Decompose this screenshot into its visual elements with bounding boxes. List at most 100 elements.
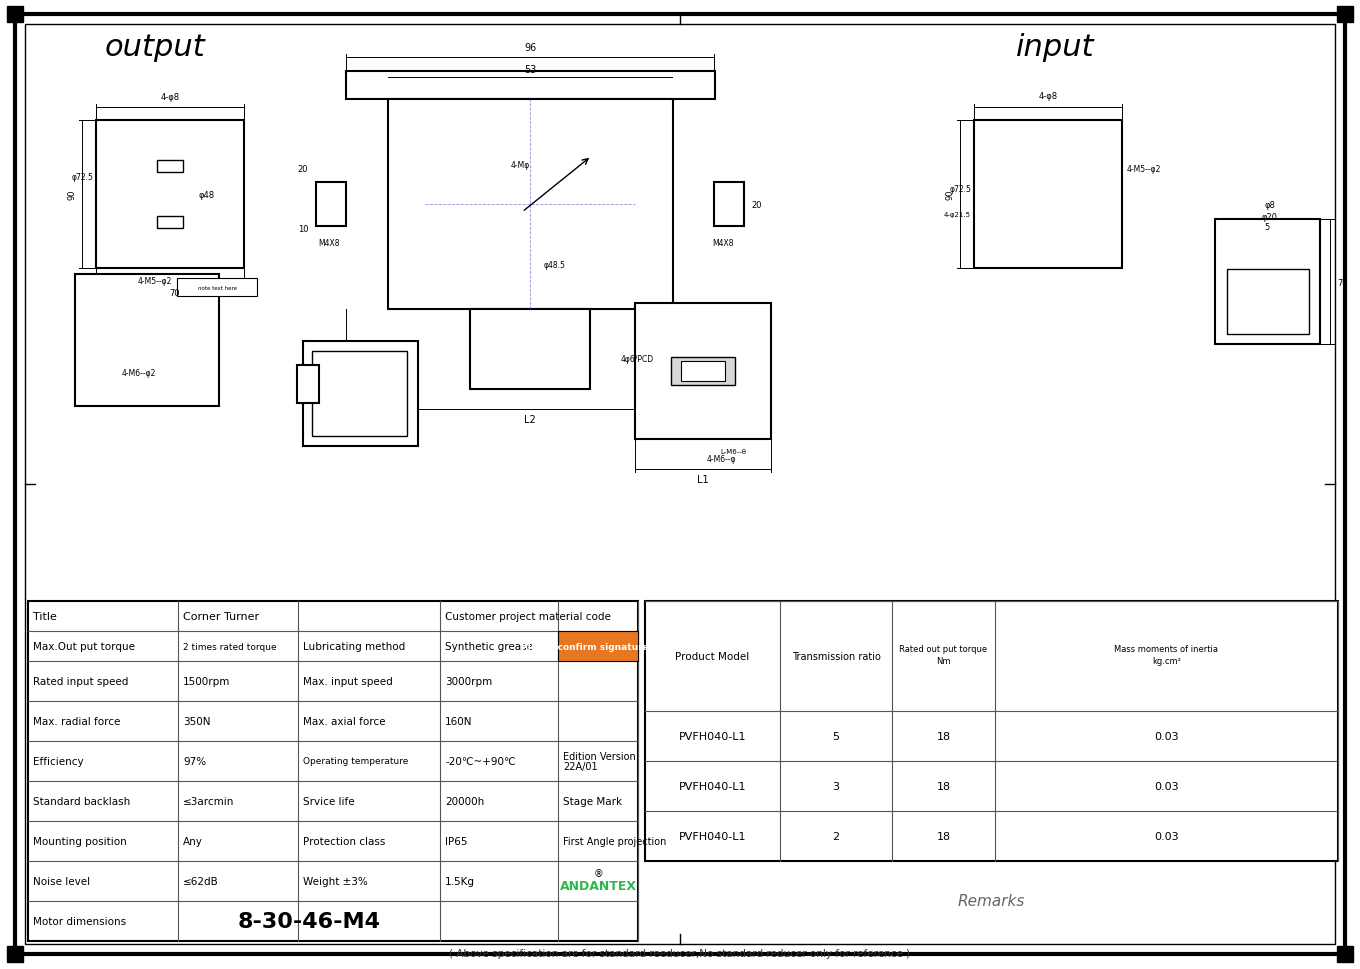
Text: φ20: φ20 — [1262, 213, 1278, 222]
Bar — [1227, 269, 1308, 334]
Text: 20000h: 20000h — [445, 797, 484, 806]
Bar — [29, 602, 638, 941]
Text: PVFH040-L1: PVFH040-L1 — [679, 831, 747, 841]
Text: 4-M6--φ2: 4-M6--φ2 — [122, 368, 156, 377]
Bar — [558, 632, 638, 661]
Text: M4X8: M4X8 — [318, 238, 340, 247]
Text: 18: 18 — [937, 732, 951, 741]
Bar — [296, 365, 320, 403]
Text: First Angle projection: First Angle projection — [563, 836, 666, 846]
Text: Edition Version: Edition Version — [563, 751, 635, 762]
Bar — [7, 946, 23, 962]
Text: Max.Out put torque: Max.Out put torque — [33, 641, 135, 651]
Text: Transmission ratio: Transmission ratio — [792, 651, 880, 661]
Text: 20: 20 — [298, 166, 309, 174]
Text: φ8: φ8 — [1265, 201, 1276, 209]
Text: 4-φ8: 4-φ8 — [1039, 92, 1058, 101]
Text: kg.cm²: kg.cm² — [1152, 657, 1180, 666]
Bar — [388, 100, 673, 310]
Text: Synthetic grease: Synthetic grease — [445, 641, 533, 651]
Text: Max. radial force: Max. radial force — [33, 716, 121, 726]
Text: 22A/01: 22A/01 — [563, 762, 597, 771]
Text: Nm: Nm — [936, 657, 951, 666]
Text: 4-M5--φ2: 4-M5--φ2 — [137, 276, 173, 285]
Bar — [97, 121, 243, 268]
Text: 53: 53 — [524, 65, 536, 75]
Text: Mounting position: Mounting position — [33, 836, 126, 846]
Text: ≤62dB: ≤62dB — [184, 876, 219, 886]
Text: 0.03: 0.03 — [1155, 781, 1179, 791]
Text: PVFH040-L1: PVFH040-L1 — [679, 732, 747, 741]
Text: Efficiency: Efficiency — [33, 756, 83, 766]
Text: M4X8: M4X8 — [713, 238, 733, 247]
Text: 4φ6/PCD: 4φ6/PCD — [622, 355, 654, 364]
Text: Rated out put torque: Rated out put torque — [899, 644, 987, 654]
Text: Motor dimensions: Motor dimensions — [33, 916, 126, 926]
Text: φ72.5: φ72.5 — [71, 172, 92, 181]
Bar — [7, 7, 23, 23]
Text: Any: Any — [184, 836, 203, 846]
Bar — [471, 310, 590, 390]
Text: 4-Mφ: 4-Mφ — [510, 160, 529, 170]
Text: 8-30-46-M4: 8-30-46-M4 — [238, 911, 381, 931]
Text: 1500rpm: 1500rpm — [184, 676, 230, 686]
Text: L2: L2 — [524, 415, 536, 424]
Text: 18: 18 — [937, 831, 951, 841]
Text: Customer project material code: Customer project material code — [445, 611, 611, 621]
Bar — [714, 183, 744, 227]
Bar — [177, 279, 257, 297]
Text: L-M6--θ: L-M6--θ — [719, 449, 747, 454]
Text: 350N: 350N — [184, 716, 211, 726]
Bar — [75, 275, 219, 407]
Text: Max. axial force: Max. axial force — [303, 716, 385, 726]
Bar — [1337, 7, 1353, 23]
Text: Lubricating method: Lubricating method — [303, 641, 405, 651]
Bar — [156, 161, 184, 172]
Text: input: input — [1016, 34, 1095, 62]
Text: 2: 2 — [832, 831, 839, 841]
Text: Protection class: Protection class — [303, 836, 385, 846]
Text: note text here: note text here — [197, 285, 237, 290]
Text: 70: 70 — [1337, 278, 1348, 287]
Text: 96: 96 — [524, 43, 536, 53]
Text: 90: 90 — [67, 190, 76, 200]
Text: 4-M6--φ: 4-M6--φ — [706, 455, 736, 464]
Bar — [1214, 220, 1321, 345]
Text: 5: 5 — [832, 732, 839, 741]
Text: Title: Title — [33, 611, 57, 621]
Bar — [635, 303, 771, 440]
Text: 70: 70 — [170, 289, 181, 298]
Bar — [1337, 946, 1353, 962]
Text: 160N: 160N — [445, 716, 472, 726]
Text: 0.03: 0.03 — [1155, 831, 1179, 841]
Text: Noise level: Noise level — [33, 876, 90, 886]
Text: 18: 18 — [937, 781, 951, 791]
Bar — [974, 121, 1122, 268]
Text: 2 times rated torque: 2 times rated torque — [184, 641, 276, 651]
Bar — [645, 602, 1338, 861]
Text: φ48.5: φ48.5 — [544, 261, 566, 269]
Text: output: output — [105, 34, 205, 62]
Text: 3000rpm: 3000rpm — [445, 676, 492, 686]
Text: 4-M5--φ2: 4-M5--φ2 — [1127, 166, 1161, 174]
Text: 4-φ8: 4-φ8 — [160, 93, 180, 102]
Text: φ72.5: φ72.5 — [949, 185, 971, 195]
Text: Standard backlash: Standard backlash — [33, 797, 131, 806]
Text: -20℃~+90℃: -20℃~+90℃ — [445, 756, 515, 766]
Text: Rated input speed: Rated input speed — [33, 676, 128, 686]
Text: Corner Turner: Corner Turner — [184, 611, 260, 621]
Text: Operating temperature: Operating temperature — [303, 757, 408, 766]
Text: IP65: IP65 — [445, 836, 468, 846]
Bar — [156, 217, 184, 229]
Bar — [311, 352, 407, 437]
Text: 10: 10 — [298, 225, 309, 234]
Text: ( Above specification are for standard reeducer,No standard reducer only for ref: ( Above specification are for standard r… — [449, 948, 911, 958]
Bar — [345, 72, 715, 100]
Text: Weight ±3%: Weight ±3% — [303, 876, 367, 886]
Text: ANDANTEX: ANDANTEX — [559, 880, 636, 892]
Text: Srvice life: Srvice life — [303, 797, 355, 806]
Text: ®: ® — [593, 868, 602, 878]
Text: 97%: 97% — [184, 756, 207, 766]
Text: Remarks: Remarks — [957, 893, 1025, 909]
Text: 20: 20 — [752, 201, 762, 209]
